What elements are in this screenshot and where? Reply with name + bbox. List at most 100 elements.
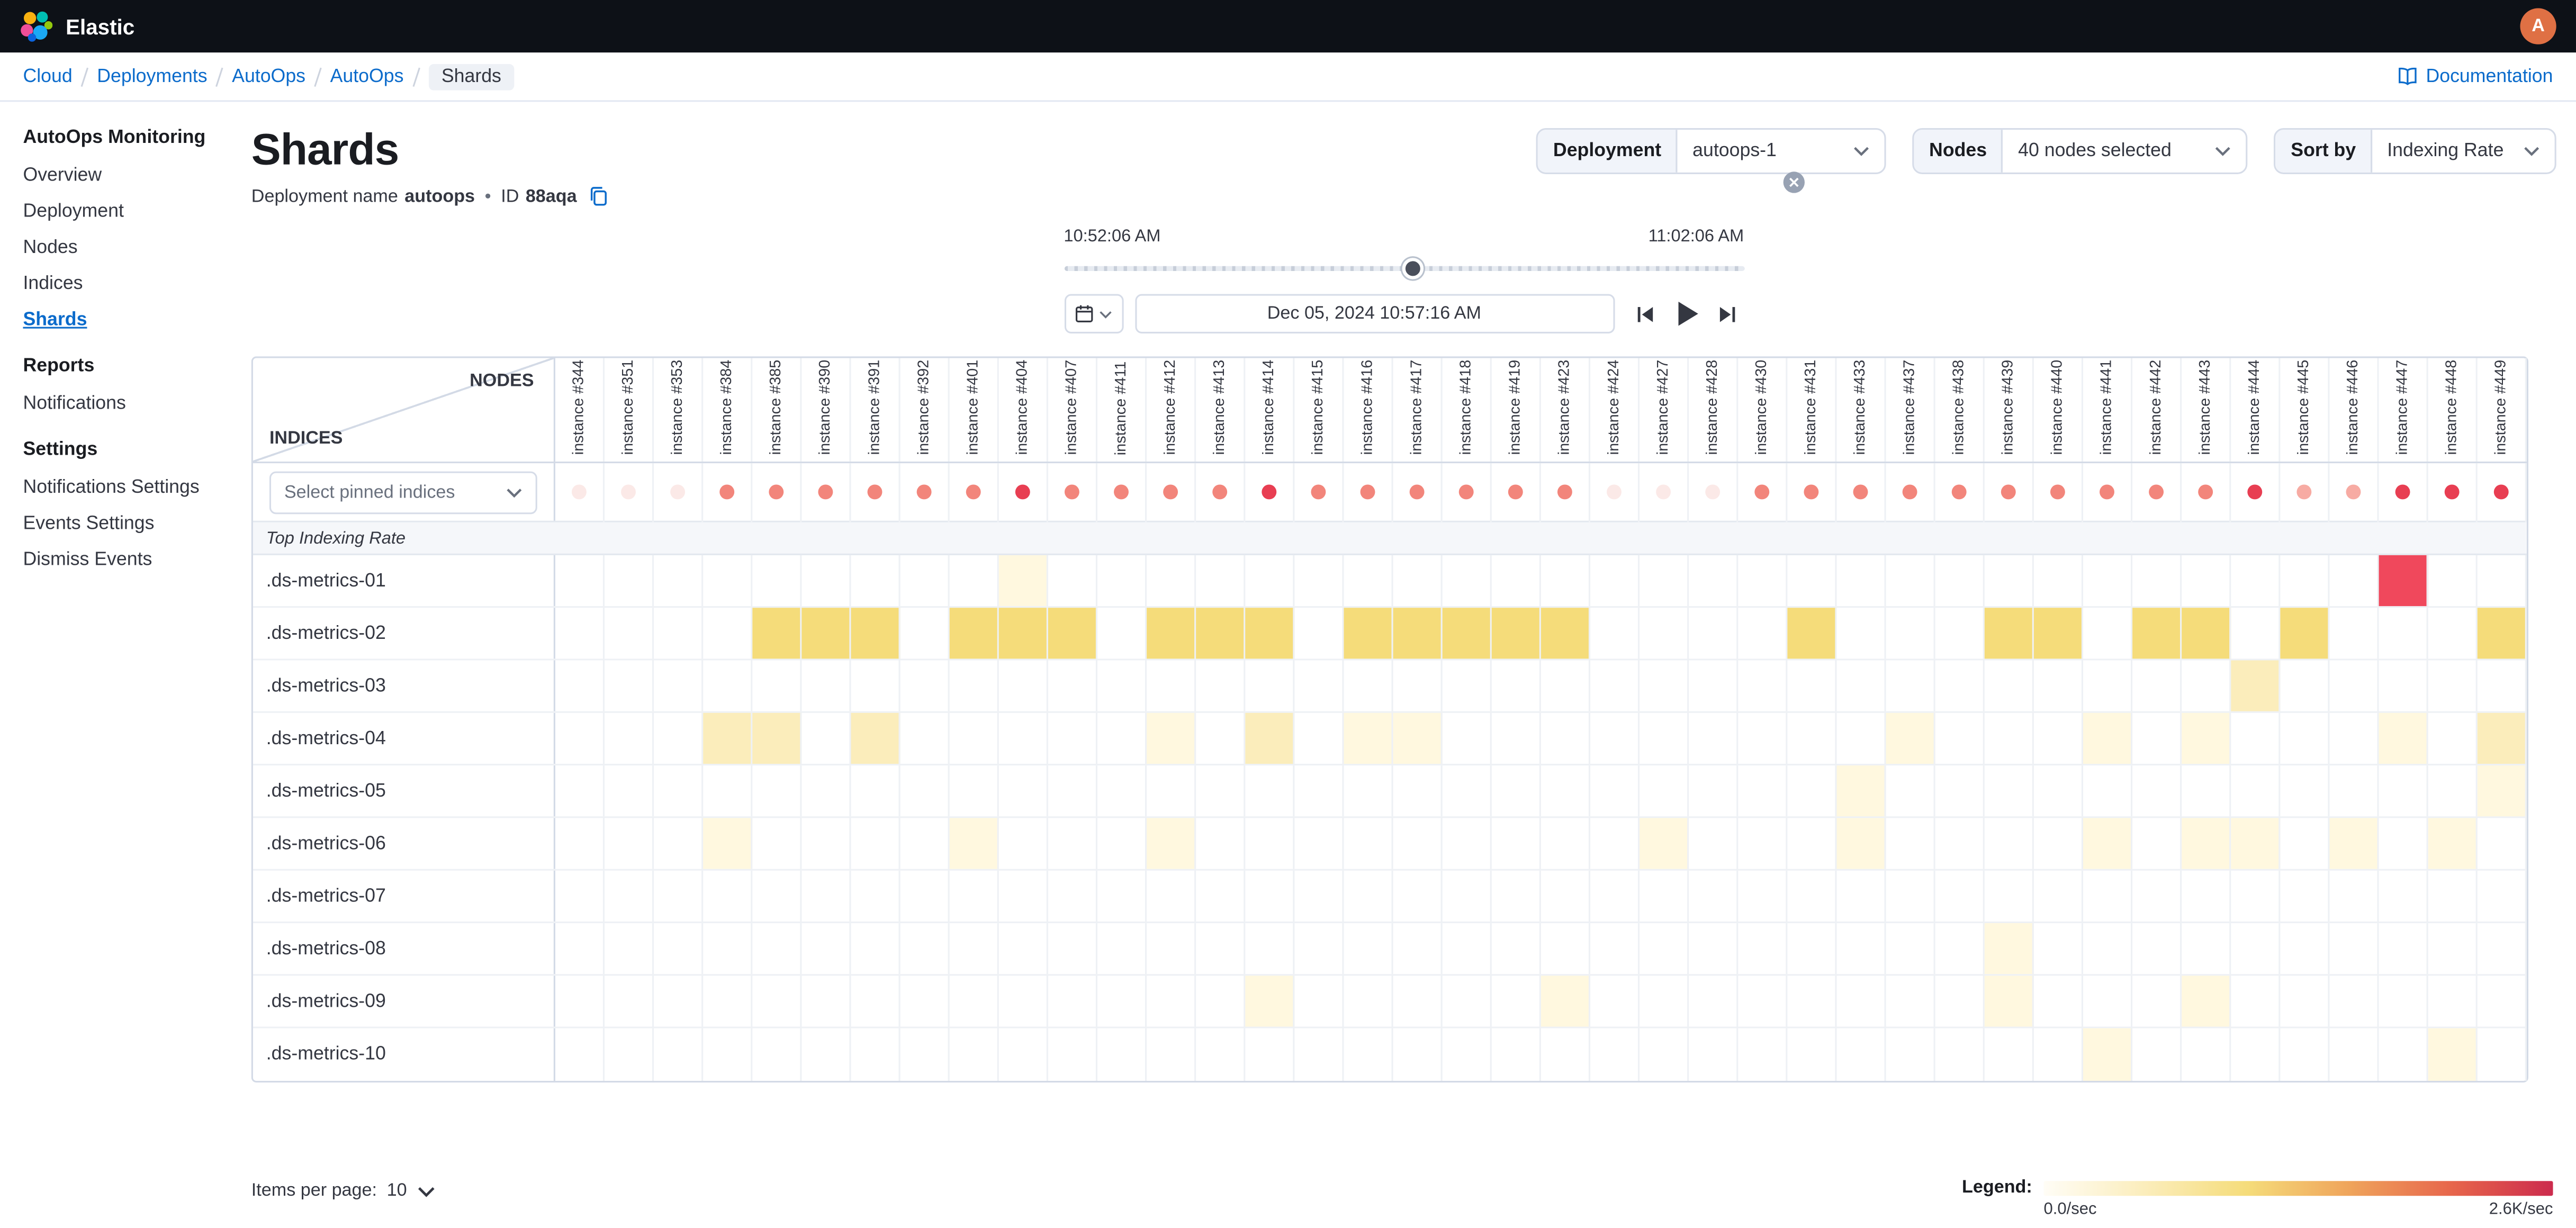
heat-cell[interactable]: [752, 923, 802, 974]
heat-cell[interactable]: [1689, 923, 1739, 974]
heat-cell[interactable]: [1443, 712, 1492, 764]
heat-cell[interactable]: [555, 1028, 605, 1081]
heat-cell[interactable]: [1689, 712, 1739, 764]
node-status-dot[interactable]: [2493, 484, 2509, 500]
heat-cell[interactable]: [2329, 555, 2379, 607]
heat-cell[interactable]: [1344, 660, 1393, 711]
heat-cell[interactable]: [2182, 712, 2231, 764]
heat-cell[interactable]: [1344, 712, 1393, 764]
column-header[interactable]: instance #443: [2182, 358, 2231, 462]
heat-cell[interactable]: [2182, 608, 2231, 659]
heat-cell[interactable]: [1443, 660, 1492, 711]
heat-cell[interactable]: [654, 712, 704, 764]
heat-cell[interactable]: [998, 555, 1048, 607]
heat-cell[interactable]: [703, 818, 753, 869]
heat-cell[interactable]: [1294, 555, 1344, 607]
heat-cell[interactable]: [752, 870, 802, 922]
sidebar-item-notifications[interactable]: Notifications: [23, 394, 126, 414]
heat-cell[interactable]: [1935, 555, 1985, 607]
items-per-page-control[interactable]: Items per page: 10: [251, 1181, 435, 1201]
heat-cell[interactable]: [2034, 1028, 2083, 1081]
node-status-dot[interactable]: [1853, 484, 1868, 500]
heat-cell[interactable]: [1984, 976, 2034, 1027]
node-status-dot[interactable]: [966, 484, 981, 500]
heat-cell[interactable]: [950, 870, 999, 922]
heat-cell[interactable]: [999, 1028, 1048, 1081]
heat-cell[interactable]: [1689, 1028, 1739, 1081]
heat-cell[interactable]: [1393, 765, 1443, 817]
heat-cell[interactable]: [1344, 1028, 1393, 1081]
heat-cell[interactable]: [1541, 976, 1590, 1027]
heat-cell[interactable]: [2280, 1028, 2330, 1081]
heat-cell[interactable]: [2379, 712, 2428, 764]
heat-cell[interactable]: [999, 660, 1048, 711]
heat-cell[interactable]: [801, 660, 851, 711]
heat-cell[interactable]: [1344, 818, 1393, 869]
sidebar-item-shards[interactable]: Shards: [23, 310, 87, 330]
heat-cell[interactable]: [1836, 923, 1886, 974]
heat-cell[interactable]: [2478, 870, 2527, 922]
heat-cell[interactable]: [1590, 712, 1640, 764]
heat-cell[interactable]: [1097, 608, 1147, 659]
heat-cell[interactable]: [2231, 712, 2281, 764]
heat-cell[interactable]: [1738, 818, 1788, 869]
heat-cell[interactable]: [2132, 1028, 2182, 1081]
node-status-dot[interactable]: [2395, 484, 2410, 500]
heat-cell[interactable]: [2478, 923, 2527, 974]
heat-cell[interactable]: [1787, 765, 1837, 817]
heat-cell[interactable]: [2428, 976, 2478, 1027]
heat-cell[interactable]: [1147, 818, 1196, 869]
heat-cell[interactable]: [1443, 1028, 1492, 1081]
heat-cell[interactable]: [2478, 1028, 2527, 1081]
heat-cell[interactable]: [1541, 712, 1590, 764]
heat-cell[interactable]: [2329, 818, 2379, 869]
heat-cell[interactable]: [900, 608, 950, 659]
pinned-indices-select[interactable]: Select pinned indices: [269, 471, 537, 513]
column-header[interactable]: instance #414: [1245, 358, 1295, 462]
heat-cell[interactable]: [1836, 976, 1886, 1027]
column-header[interactable]: instance #417: [1393, 358, 1443, 462]
heat-cell[interactable]: [1344, 870, 1393, 922]
heat-cell[interactable]: [555, 608, 605, 659]
heat-cell[interactable]: [1492, 712, 1541, 764]
heat-cell[interactable]: [752, 818, 802, 869]
heat-cell[interactable]: [1393, 608, 1443, 659]
heat-cell[interactable]: [2478, 976, 2527, 1027]
heat-cell[interactable]: [1492, 660, 1541, 711]
heat-cell[interactable]: [605, 870, 654, 922]
sidebar-item-overview[interactable]: Overview: [23, 166, 102, 186]
heat-cell[interactable]: [2083, 923, 2133, 974]
column-header[interactable]: instance #418: [1443, 358, 1492, 462]
heat-cell[interactable]: [1738, 765, 1788, 817]
node-status-dot[interactable]: [1607, 484, 1622, 500]
heat-cell[interactable]: [2478, 818, 2527, 869]
heat-cell[interactable]: [1787, 976, 1837, 1027]
heat-cell[interactable]: [1147, 870, 1196, 922]
heat-cell[interactable]: [1147, 660, 1196, 711]
heat-cell[interactable]: [1541, 660, 1590, 711]
heat-cell[interactable]: [1097, 818, 1147, 869]
heat-cell[interactable]: [1985, 818, 2034, 869]
heat-cell[interactable]: [1590, 608, 1640, 659]
heat-cell[interactable]: [1294, 608, 1344, 659]
heat-cell[interactable]: [1787, 870, 1837, 922]
index-row-label[interactable]: .ds-metrics-04: [253, 712, 555, 764]
heat-cell[interactable]: [1689, 555, 1739, 607]
heat-cell[interactable]: [2379, 555, 2428, 607]
heat-cell[interactable]: [1689, 976, 1739, 1027]
heat-cell[interactable]: [801, 976, 851, 1027]
node-status-dot[interactable]: [1015, 484, 1030, 500]
heat-cell[interactable]: [900, 976, 950, 1027]
heat-cell[interactable]: [2428, 555, 2478, 607]
heat-cell[interactable]: [1196, 1028, 1246, 1081]
heat-cell[interactable]: [1294, 870, 1344, 922]
heat-cell[interactable]: [1787, 608, 1837, 659]
heat-cell[interactable]: [1245, 923, 1295, 974]
breadcrumb-item-autoops[interactable]: AutoOps: [232, 66, 306, 86]
node-status-dot[interactable]: [1163, 484, 1178, 500]
breadcrumb-item-cloud[interactable]: Cloud: [23, 66, 73, 86]
node-status-dot[interactable]: [670, 484, 686, 500]
node-status-dot[interactable]: [1754, 484, 1770, 500]
heat-cell[interactable]: [1294, 1028, 1344, 1081]
deployment-filter-select[interactable]: autoops-1: [1678, 130, 1885, 173]
